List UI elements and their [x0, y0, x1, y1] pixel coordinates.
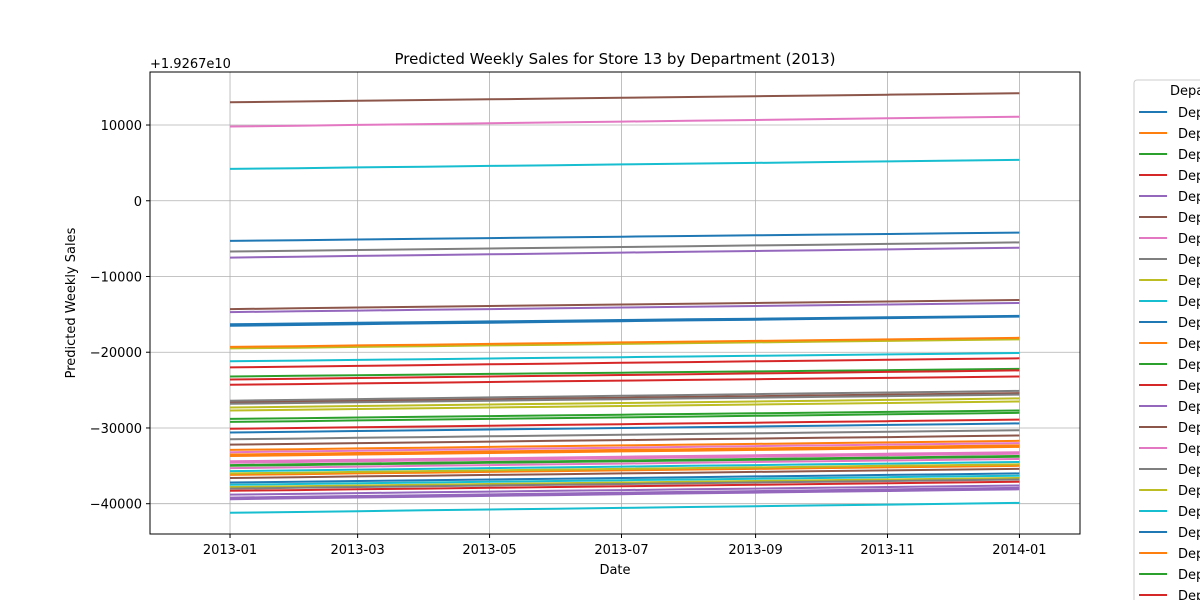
series-line-42 [229, 444, 1020, 456]
y-axis-label: Predicted Weekly Sales [64, 227, 79, 378]
series-line-47 [229, 452, 1020, 464]
legend-entry-label: Dep [1178, 421, 1200, 436]
series-line-25 [229, 484, 1020, 496]
series-lines [229, 92, 1020, 514]
axis-ticks: 2013-01 2013-03 2013-05 2013-07 2013-09 2013-… [90, 119, 1047, 558]
series-line-43 [229, 455, 1020, 467]
legend-entry-label: Dep [1178, 295, 1200, 310]
legend-entry-label: Dep [1178, 442, 1200, 457]
series-line-39 [229, 477, 1020, 488]
legend-entry-label: Dep [1178, 232, 1200, 247]
y-tick-label: 0 [134, 195, 142, 210]
legend-entry-label: Dep [1178, 358, 1200, 373]
series-line-34 [229, 418, 1020, 430]
plot-area-frame [149, 71, 1081, 535]
legend-entry-label: Dep [1178, 463, 1200, 478]
legend-entry-label: Dep [1178, 190, 1200, 205]
y-tick-label: 10000 [101, 119, 142, 134]
x-tick-label: 2014-01 [992, 543, 1046, 558]
series-line-38 [229, 393, 1020, 405]
series-line-30 [229, 461, 1020, 473]
legend-entry-label: Dep [1178, 106, 1200, 121]
legend-entry-label: Dep [1178, 484, 1200, 499]
legend: Depa DepDepDepDepDepDepDepDepDepDepDepDe… [1133, 79, 1200, 600]
legend-entry-label: Dep [1178, 526, 1200, 541]
x-axis-label: Date [599, 563, 630, 578]
legend-entry-label: Dep [1178, 568, 1200, 583]
series-line-15 [229, 302, 1020, 314]
legend-title: Depa [1170, 84, 1200, 99]
series-line-7 [229, 115, 1020, 128]
series-line-8 [229, 241, 1020, 253]
series-line-36 [229, 434, 1020, 446]
series-line-22 [229, 445, 1020, 457]
legend-items: Dep Dep Dep Dep Dep Dep Dep Dep Dep Dep Dep Dep Dep D… [1139, 106, 1200, 600]
series-line-2 [229, 464, 1020, 476]
series-line-23 [229, 411, 1020, 423]
series-line-5 [229, 246, 1020, 259]
series-line-31 [229, 422, 1020, 434]
series-line-12 [229, 336, 1020, 348]
series-line-28 [229, 389, 1020, 402]
series-line-21 [229, 314, 1020, 326]
series-line-49 [229, 463, 1020, 475]
y-tick-label: −20000 [90, 346, 142, 361]
series-line-37 [229, 458, 1020, 470]
series-line-48 [229, 478, 1020, 490]
series-line-46 [229, 467, 1020, 479]
series-line-50 [229, 474, 1020, 486]
x-tick-label: 2013-09 [728, 543, 782, 558]
series-line-27 [229, 451, 1020, 463]
series-line-6 [229, 92, 1020, 104]
series-line-19 [229, 400, 1020, 412]
series-line-26 [229, 392, 1020, 404]
series-line-14 [229, 375, 1020, 386]
chart-title: Predicted Weekly Sales for Store 13 by D… [394, 50, 835, 68]
series-line-4 [229, 357, 1020, 369]
series-line-16 [229, 299, 1020, 311]
series-line-29 [229, 397, 1020, 409]
legend-entry-label: Dep [1178, 589, 1200, 600]
series-line-18 [229, 429, 1020, 441]
series-line-45 [229, 486, 1020, 499]
series-line-1 [229, 231, 1020, 242]
series-line-24 [229, 369, 1020, 381]
x-tick-label: 2013-01 [203, 543, 257, 558]
series-line-9 [229, 338, 1020, 350]
x-tick-label: 2013-05 [462, 543, 516, 558]
series-line-10 [229, 158, 1020, 170]
series-line-13 [229, 409, 1020, 420]
legend-entry-label: Dep [1178, 169, 1200, 184]
legend-entry-label: Dep [1178, 148, 1200, 163]
legend-entry-label: Dep [1178, 337, 1200, 352]
series-line-3 [229, 367, 1020, 378]
series-line-41 [229, 472, 1020, 484]
legend-entry-label: Dep [1178, 316, 1200, 331]
legend-entry-label: Dep [1178, 379, 1200, 394]
legend-entry-label: Dep [1178, 274, 1200, 289]
legend-entry-label: Dep [1178, 400, 1200, 415]
x-tick-label: 2013-11 [860, 543, 914, 558]
legend-entry-label: Dep [1178, 127, 1200, 142]
y-tick-label: −30000 [90, 422, 142, 437]
x-tick-label: 2013-07 [594, 543, 648, 558]
y-offset-label: +1.9267e10 [150, 57, 231, 72]
series-line-44 [229, 480, 1020, 492]
legend-entry-label: Dep [1178, 253, 1200, 268]
x-tick-label: 2013-03 [330, 543, 384, 558]
series-line-20 [229, 352, 1020, 363]
y-tick-label: −40000 [90, 498, 142, 513]
series-line-32 [229, 439, 1020, 451]
series-line-40 [229, 501, 1020, 514]
legend-entry-label: Dep [1178, 211, 1200, 226]
y-tick-label: −10000 [90, 270, 142, 285]
legend-frame [1133, 79, 1200, 600]
legend-entry-label: Dep [1178, 505, 1200, 520]
legend-entry-label: Dep [1178, 547, 1200, 562]
series-line-17 [229, 442, 1020, 454]
series-line-35 [229, 488, 1020, 501]
